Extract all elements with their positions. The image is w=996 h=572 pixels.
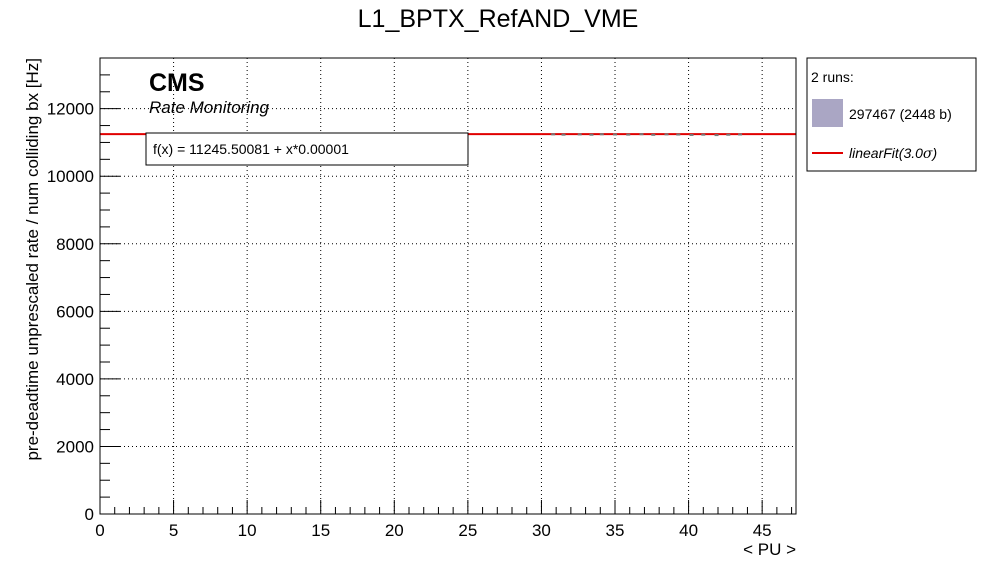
data-point <box>738 133 743 136</box>
data-point <box>701 133 706 136</box>
y-tick-label: 4000 <box>56 370 94 389</box>
y-tick-label: 6000 <box>56 302 94 321</box>
y-tick-label: 10000 <box>47 167 94 186</box>
data-point <box>599 133 604 136</box>
legend-label-fit: linearFit(3.0σ) <box>849 145 937 162</box>
axis-ticks <box>99 57 793 515</box>
x-tick-label: 45 <box>753 521 772 540</box>
data-point <box>589 133 594 136</box>
data-point <box>577 133 582 136</box>
y-tick-label: 12000 <box>47 100 94 119</box>
x-tick-label: 25 <box>458 521 477 540</box>
legend-label-run: 297467 (2448 b) <box>849 106 952 122</box>
x-tick-label: 0 <box>95 521 104 540</box>
y-tick-labels: 0 2000 4000 6000 8000 10000 12000 <box>47 100 94 524</box>
data-point <box>676 133 681 136</box>
x-tick-label: 35 <box>606 521 625 540</box>
legend-fit-suffix: ) <box>930 145 937 161</box>
legend-fit-prefix: linearFit(3.0 <box>849 145 923 161</box>
data-points <box>551 133 743 137</box>
fit-formula: f(x) = 11245.50081 + x*0.00001 <box>153 141 349 157</box>
data-point <box>561 133 566 136</box>
x-tick-label: 30 <box>532 521 551 540</box>
legend-header: 2 runs: <box>811 69 854 85</box>
data-point <box>639 133 644 136</box>
data-point <box>613 133 618 136</box>
cms-label: CMS <box>149 69 205 97</box>
x-axis-label: < PU > <box>743 540 796 559</box>
chart-title: L1_BPTX_RefAND_VME <box>358 5 639 33</box>
grid-lines <box>100 58 796 514</box>
data-point <box>664 133 669 136</box>
x-tick-label: 20 <box>385 521 404 540</box>
y-tick-label: 0 <box>85 505 94 524</box>
cms-sublabel: Rate Monitoring <box>149 98 270 117</box>
data-point <box>551 133 556 136</box>
legend-swatch-run <box>812 99 843 127</box>
data-point <box>626 133 631 136</box>
y-tick-label: 8000 <box>56 235 94 254</box>
data-point <box>651 133 656 136</box>
x-tick-label: 40 <box>679 521 698 540</box>
data-point <box>689 133 694 136</box>
x-tick-label: 10 <box>238 521 257 540</box>
y-axis-label: pre-deadtime unprescaled rate / num coll… <box>23 58 42 461</box>
x-tick-label: 15 <box>311 521 330 540</box>
legend-fit-sigma: σ <box>923 146 933 162</box>
x-tick-labels: 0 5 10 15 20 25 30 35 40 45 <box>95 521 771 540</box>
fit-formula-box <box>145 132 469 166</box>
data-point <box>714 134 719 137</box>
data-point <box>726 133 731 136</box>
x-tick-label: 5 <box>169 521 178 540</box>
plot-frame <box>99 57 797 515</box>
y-tick-label: 2000 <box>56 437 94 456</box>
